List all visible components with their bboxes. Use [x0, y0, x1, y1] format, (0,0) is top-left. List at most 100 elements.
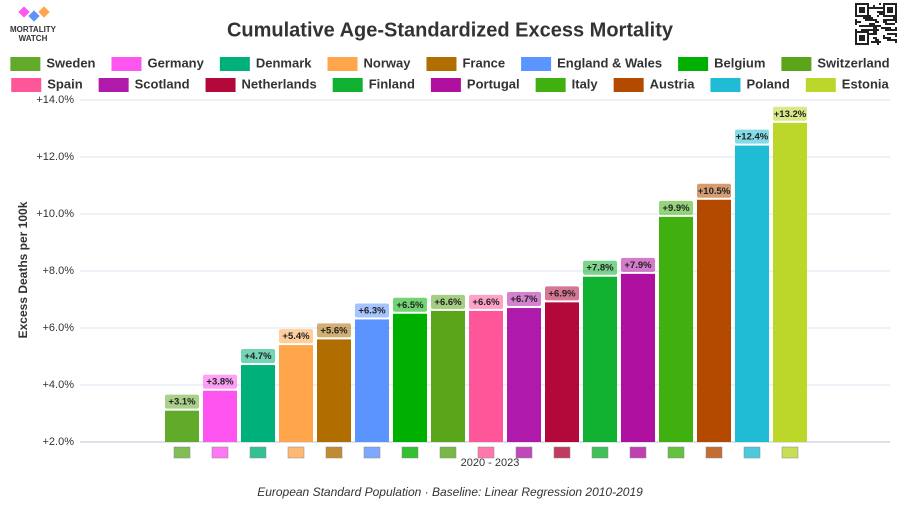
- qr-cell: [883, 9, 885, 11]
- flag-icon: [401, 446, 419, 459]
- qr-cell: [855, 33, 857, 35]
- legend-swatch: [678, 57, 709, 71]
- qr-cell: [863, 31, 865, 33]
- qr-cell: [855, 15, 857, 17]
- qr-cell: [895, 35, 897, 37]
- qr-cell: [895, 33, 897, 35]
- qr-cell: [885, 21, 887, 23]
- qr-cell: [889, 3, 891, 5]
- qr-cell: [877, 41, 879, 43]
- flag-icon: [553, 446, 571, 459]
- legend-label: Scotland: [135, 76, 190, 91]
- qr-cell: [865, 3, 867, 5]
- value-label: +10.5%: [698, 186, 731, 197]
- qr-cell: [883, 11, 885, 13]
- qr-cell: [871, 33, 873, 35]
- value-label-box: [393, 297, 427, 312]
- qr-cell: [875, 33, 877, 35]
- qr-cell: [863, 17, 865, 19]
- qr-cell: [873, 23, 875, 25]
- flag-icon: [629, 446, 647, 459]
- qr-cell: [889, 19, 891, 21]
- qr-cell: [871, 41, 873, 43]
- qr-cell: [883, 19, 885, 21]
- qr-cell: [875, 25, 877, 27]
- qr-cell: [873, 29, 875, 31]
- qr-cell: [891, 29, 893, 31]
- footnote: European Standard Population · Baseline:…: [257, 485, 643, 499]
- flag-icon: [591, 446, 609, 459]
- legend-label: Italy: [572, 76, 599, 91]
- qr-cell: [865, 17, 867, 19]
- qr-cell: [873, 7, 875, 9]
- qr-cell: [873, 31, 875, 33]
- legend-label: Poland: [746, 76, 789, 91]
- qr-cell: [857, 3, 859, 5]
- qr-cell: [859, 7, 861, 9]
- qr-cell: [865, 31, 867, 33]
- value-label-box: [355, 303, 389, 318]
- legend-label: Germany: [147, 55, 204, 70]
- legend-swatch: [327, 57, 358, 71]
- value-label: +6.9%: [548, 288, 576, 299]
- qr-cell: [887, 39, 889, 41]
- value-label-box: [545, 286, 579, 301]
- qr-code: [855, 3, 897, 45]
- qr-cell: [889, 7, 891, 9]
- qr-cell: [875, 19, 877, 21]
- qr-cell: [891, 7, 893, 9]
- bar: [355, 319, 389, 442]
- logo-mark: [38, 6, 50, 18]
- qr-cell: [871, 17, 873, 19]
- value-label-box: [165, 394, 199, 409]
- y-tick-label: +12.0%: [36, 151, 74, 163]
- qr-cell: [855, 9, 857, 11]
- qr-cell: [875, 27, 877, 29]
- qr-cell: [879, 7, 881, 9]
- qr-cell: [873, 33, 875, 35]
- qr-cell: [857, 43, 859, 45]
- flag-icon: [325, 446, 343, 459]
- qr-cell: [891, 19, 893, 21]
- qr-cell: [859, 37, 861, 39]
- qr-cell: [855, 43, 857, 45]
- qr-cell: [867, 5, 869, 7]
- value-label-box: [735, 129, 769, 144]
- value-label: +6.5%: [396, 300, 424, 311]
- qr-cell: [859, 25, 861, 27]
- qr-cell: [883, 35, 885, 37]
- qr-cell: [873, 27, 875, 29]
- value-label: +7.9%: [624, 260, 652, 271]
- flag-icon: [211, 446, 229, 459]
- qr-cell: [855, 23, 857, 25]
- value-label-box: [469, 294, 503, 309]
- qr-cell: [863, 3, 865, 5]
- qr-cell: [887, 3, 889, 5]
- qr-cell: [895, 9, 897, 11]
- bar: [545, 302, 579, 442]
- logo-text: WATCH: [19, 34, 48, 43]
- qr-cell: [855, 19, 857, 21]
- legend-swatch: [521, 57, 552, 71]
- qr-cell: [867, 19, 869, 21]
- value-label: +6.3%: [358, 305, 386, 316]
- qr-cell: [877, 11, 879, 13]
- qr-cell: [891, 11, 893, 13]
- qr-cell: [885, 27, 887, 29]
- qr-cell: [869, 29, 871, 31]
- value-label-box: [697, 183, 731, 198]
- qr-cell: [861, 25, 863, 27]
- bar: [203, 390, 237, 442]
- legend-swatch: [781, 57, 812, 71]
- qr-cell: [863, 9, 865, 11]
- qr-cell: [867, 35, 869, 37]
- qr-cell: [877, 15, 879, 17]
- value-label-box: [203, 374, 237, 389]
- qr-cell: [883, 5, 885, 7]
- value-label: +5.4%: [282, 331, 310, 342]
- qr-cell: [867, 7, 869, 9]
- qr-cell: [891, 39, 893, 41]
- qr-cell: [895, 3, 897, 5]
- qr-cell: [887, 19, 889, 21]
- qr-cell: [893, 33, 895, 35]
